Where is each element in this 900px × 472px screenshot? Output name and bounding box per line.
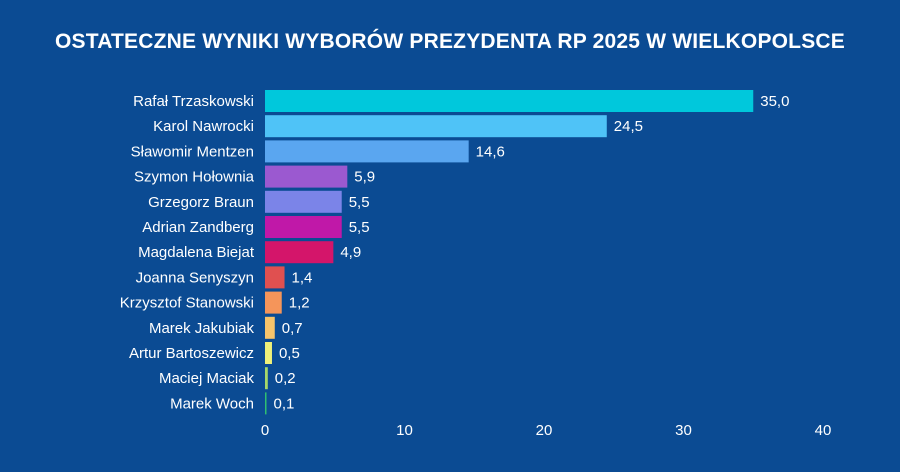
category-label: Krzysztof Stanowski: [120, 295, 254, 312]
data-label: 24,5: [614, 118, 643, 135]
category-label: Sławomir Mentzen: [131, 143, 254, 160]
category-label: Rafał Trzaskowski: [133, 93, 254, 110]
data-label: 0,7: [282, 320, 303, 337]
bar: [265, 90, 754, 112]
data-label: 1,4: [292, 269, 313, 286]
data-label: 0,2: [275, 370, 296, 387]
x-tick-label: 30: [675, 422, 692, 439]
category-label: Marek Jakubiak: [149, 320, 255, 337]
category-label: Joanna Senyszyn: [136, 269, 254, 286]
bar: [265, 140, 469, 163]
category-label: Marek Woch: [170, 395, 254, 412]
bar: [265, 316, 275, 339]
category-label: Szymon Hołownia: [134, 169, 255, 186]
x-tick-label: 40: [815, 422, 832, 439]
data-label: 5,5: [349, 219, 370, 236]
data-label: 0,1: [274, 395, 295, 412]
x-tick-label: 0: [261, 422, 269, 439]
data-label: 5,9: [354, 169, 375, 186]
data-label: 35,0: [760, 93, 789, 110]
bar: [265, 190, 342, 213]
bar: [265, 291, 282, 314]
category-label: Artur Bartoszewicz: [129, 345, 254, 362]
category-label: Karol Nawrocki: [153, 118, 254, 135]
x-tick-label: 10: [396, 422, 413, 439]
bar: [265, 165, 348, 188]
category-label: Magdalena Biejat: [138, 244, 255, 261]
bar: [265, 216, 342, 238]
x-tick-label: 20: [536, 422, 553, 439]
bar: [265, 115, 607, 138]
category-label: Grzegorz Braun: [148, 194, 254, 211]
bar: [265, 367, 268, 390]
data-label: 5,5: [349, 194, 370, 211]
data-label: 4,9: [340, 244, 361, 261]
category-label: Maciej Maciak: [159, 370, 255, 387]
data-label: 0,5: [279, 345, 300, 362]
data-label: 14,6: [476, 143, 505, 160]
bar: [265, 241, 334, 264]
data-label: 1,2: [289, 295, 310, 312]
category-label: Adrian Zandberg: [142, 219, 254, 236]
chart-title: OSTATECZNE WYNIKI WYBORÓW PREZYDENTA RP …: [54, 30, 845, 53]
bar: [265, 342, 272, 364]
bar: [265, 266, 285, 289]
bar: [265, 392, 267, 415]
